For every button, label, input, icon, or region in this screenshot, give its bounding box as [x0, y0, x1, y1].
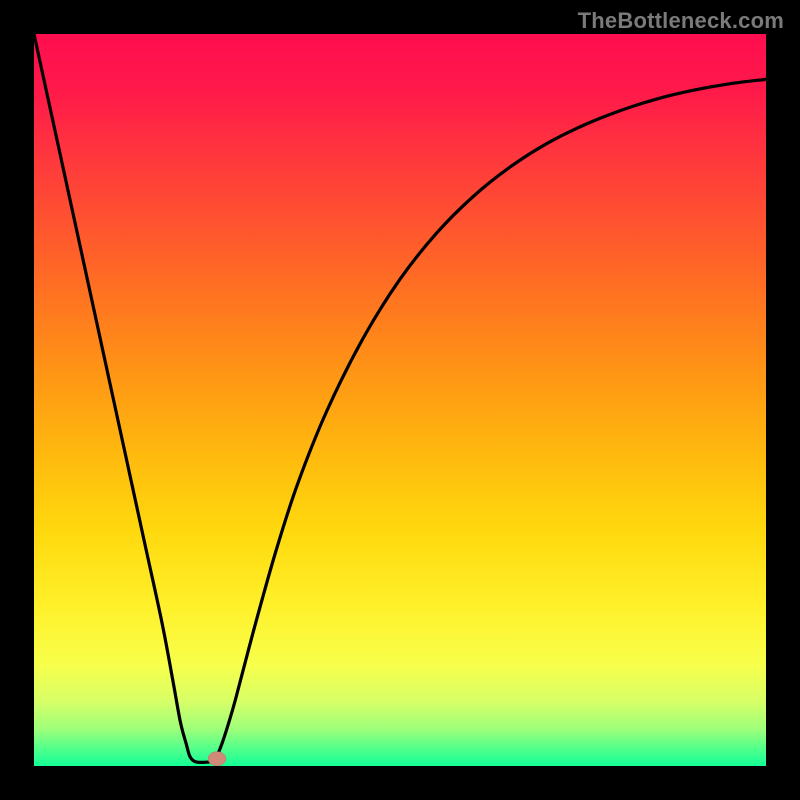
chart-container: { "watermark": { "text": "TheBottleneck.…: [0, 0, 800, 800]
watermark-text: TheBottleneck.com: [578, 8, 784, 34]
chart-background: [34, 34, 766, 766]
optimum-marker: [208, 752, 226, 766]
bottleneck-chart: [0, 0, 800, 800]
